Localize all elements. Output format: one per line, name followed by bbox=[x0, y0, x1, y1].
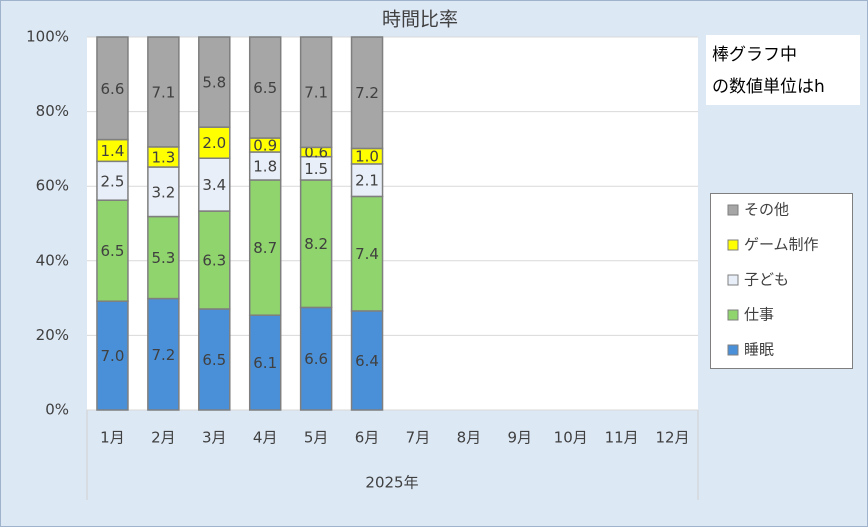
data-label: 6.6 bbox=[304, 350, 328, 368]
y-tick-label: 80% bbox=[36, 102, 69, 120]
x-tick-label: 8月 bbox=[457, 429, 482, 447]
data-label: 3.4 bbox=[202, 176, 226, 194]
bar-segment bbox=[299, 36, 333, 149]
data-label: 5.3 bbox=[151, 249, 175, 267]
bar-segment bbox=[198, 157, 231, 212]
data-label: 7.4 bbox=[355, 245, 379, 263]
y-tick-label: 100% bbox=[26, 28, 69, 46]
bar-segment bbox=[147, 36, 180, 148]
data-label: 2.5 bbox=[101, 172, 125, 190]
bar-segment bbox=[248, 179, 282, 316]
data-label: 7.1 bbox=[304, 84, 328, 102]
x-tick-label: 4月 bbox=[253, 429, 278, 447]
legend-label: 睡眠 bbox=[744, 341, 774, 359]
bar-segment bbox=[350, 195, 384, 312]
data-label: 7.0 bbox=[101, 347, 125, 365]
legend-label: 仕事 bbox=[744, 306, 774, 324]
data-label: 3.2 bbox=[151, 183, 175, 201]
x-tick-label: 9月 bbox=[508, 429, 533, 447]
y-tick-label: 60% bbox=[36, 177, 69, 195]
data-label: 6.6 bbox=[101, 80, 125, 98]
bar-segment bbox=[96, 36, 129, 141]
data-label: 6.5 bbox=[253, 79, 277, 97]
data-label: 5.8 bbox=[202, 74, 226, 92]
x-tick-label: 5月 bbox=[304, 429, 329, 447]
bar-segment bbox=[198, 126, 231, 159]
bar-segment bbox=[147, 215, 180, 300]
bar-segment bbox=[198, 308, 231, 411]
note-box bbox=[706, 35, 860, 105]
x-tick-label: 1月 bbox=[100, 429, 125, 447]
data-label: 6.1 bbox=[253, 354, 277, 372]
data-label: 2.1 bbox=[355, 172, 379, 190]
bar-segment bbox=[299, 306, 333, 411]
data-label: 8.2 bbox=[304, 235, 328, 253]
x-tick-label: 12月 bbox=[655, 429, 689, 447]
data-label: 1.4 bbox=[101, 142, 125, 160]
data-label: 7.2 bbox=[151, 346, 175, 364]
data-label: 6.5 bbox=[101, 242, 125, 260]
y-tick-label: 20% bbox=[36, 326, 69, 344]
x-tick-label: 2月 bbox=[151, 429, 176, 447]
data-label: 1.3 bbox=[151, 148, 175, 166]
data-label: 7.2 bbox=[355, 84, 379, 102]
legend-label: ゲーム制作 bbox=[744, 236, 819, 254]
bar-segment bbox=[248, 36, 282, 139]
bar-segment bbox=[248, 151, 282, 181]
data-label: 8.7 bbox=[253, 239, 277, 257]
x-tick-label: 10月 bbox=[554, 429, 588, 447]
y-tick-label: 40% bbox=[36, 251, 69, 269]
note-line: 棒グラフ中 bbox=[712, 45, 797, 65]
data-label: 1.5 bbox=[304, 160, 328, 178]
note-line: の数値単位はh bbox=[712, 77, 825, 97]
legend-swatch bbox=[727, 344, 739, 356]
bar-segment bbox=[198, 210, 231, 310]
x-tick-label: 3月 bbox=[202, 429, 227, 447]
bar-segment bbox=[198, 36, 231, 128]
x-group-label: 2025年 bbox=[365, 474, 418, 492]
bar-segment bbox=[96, 160, 129, 201]
data-label: 6.5 bbox=[202, 351, 226, 369]
legend-label: その他 bbox=[744, 201, 789, 219]
bar-segment bbox=[350, 36, 384, 150]
legend-swatch bbox=[727, 239, 739, 251]
data-label: 6.4 bbox=[355, 352, 379, 370]
data-label: 6.3 bbox=[202, 252, 226, 270]
legend-swatch bbox=[727, 309, 739, 321]
legend-label: 子ども bbox=[744, 271, 789, 289]
data-label: 1.8 bbox=[253, 157, 277, 175]
data-label: 0.9 bbox=[253, 137, 277, 155]
x-tick-label: 7月 bbox=[406, 429, 431, 447]
x-tick-label: 11月 bbox=[605, 429, 639, 447]
bar-segment bbox=[96, 199, 129, 302]
y-tick-label: 0% bbox=[45, 401, 69, 419]
data-label: 1.0 bbox=[355, 148, 379, 166]
x-tick-label: 6月 bbox=[355, 429, 380, 447]
plot-area bbox=[87, 37, 698, 410]
legend-swatch bbox=[727, 204, 739, 216]
legend-swatch bbox=[727, 274, 739, 286]
data-label: 7.1 bbox=[151, 83, 175, 101]
data-label: 2.0 bbox=[202, 134, 226, 152]
chart-title: 時間比率 bbox=[382, 9, 458, 31]
bar-segment bbox=[96, 300, 129, 411]
